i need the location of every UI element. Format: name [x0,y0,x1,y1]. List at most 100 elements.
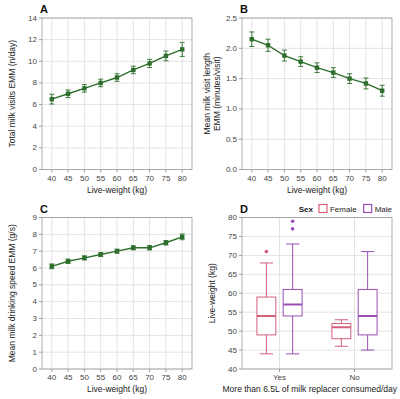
grid-line-y [242,255,392,256]
plot-frame [42,18,192,170]
grid-line-x [365,18,366,170]
tick-x [133,170,134,173]
tick-x [133,369,134,372]
tick-label-y: 0 [33,365,38,374]
whisker-cap-lower [361,350,374,351]
tick-label-y: 45 [228,346,237,355]
tick-y [39,318,42,319]
grid [242,18,392,170]
plot-frame [42,218,192,370]
tick-label-y: 14 [28,14,37,23]
legend: SexFemaleMale [299,205,393,214]
tick-label-y: 40 [228,365,237,374]
tick-label-y: 75 [228,232,237,241]
x-label: Live-weight (kg) [287,185,347,195]
median [257,315,276,317]
tick-y [239,18,242,19]
tick-x [349,170,350,173]
error-bar [282,50,287,61]
box [358,289,377,334]
error-bar [98,253,103,257]
tick-x [68,369,69,372]
tick-label-y: 6 [33,264,38,273]
tick-y [39,268,42,269]
tick-x [84,369,85,372]
tick-y [39,39,42,40]
tick-y [239,331,242,332]
tick-label-x: 70 [145,174,154,183]
tick-label-y: 9 [33,213,38,222]
plot-background [42,18,192,170]
marker [331,70,335,74]
marker [298,59,302,63]
grid-line-x [284,18,285,170]
panel: 0123456789404550556065707580CLive-weight… [7,203,192,395]
marker [164,54,168,58]
marker [380,89,384,93]
line [252,39,382,91]
tick-x [279,369,280,372]
tick-label-y: 70 [228,251,237,260]
tick-y [239,139,242,140]
x-label: Live-weight (kg) [87,185,147,195]
tick-label-x: Yes [273,373,286,382]
marker [315,65,319,69]
tick-label-y: 2 [33,331,38,340]
y-label: Live-weight (kg) [207,263,217,323]
error-bar [380,85,385,96]
grid-line-x [317,18,318,170]
tick-label-y: 65 [228,270,237,279]
tick-label-x: 40 [47,174,56,183]
tick-label-y: 0.5 [226,135,238,144]
tick-label-y: 2 [33,143,38,152]
tick-y [39,126,42,127]
error-bar [131,66,136,74]
tick-label-x: 50 [80,373,89,382]
marker [180,47,184,51]
grid-line-x [354,218,355,370]
tick-label-x: 80 [378,174,387,183]
plot-background [242,218,392,370]
error-bar [66,90,71,98]
tick-y [39,284,42,285]
tick-x [117,170,118,173]
tick-label-y: 5 [33,280,38,289]
error-bar [82,85,87,93]
median [283,304,302,306]
grid-line-x [117,218,118,370]
flier [291,219,295,223]
tick-y [239,350,242,351]
tick-label-y: 4 [33,122,38,131]
y-label: Mean milk visit lengthEMM (minutes/visit… [202,53,222,135]
grid-line-y [242,236,392,237]
tick-label-y: 55 [228,308,237,317]
whisker-upper [292,244,293,289]
tick-label-x: 75 [361,174,370,183]
marker [66,259,70,263]
tick-label-y: 1.5 [226,74,238,83]
x-label: Live-weight (kg) [87,384,147,394]
whisker-upper [367,252,368,290]
x-label: More than 6.5L of milk replacer consumed… [223,384,398,394]
tick-label-x: 45 [64,174,73,183]
tick-x [84,170,85,173]
marker [82,256,86,260]
panel-title: D [240,203,248,215]
grid-line-x [133,18,134,170]
grid [242,218,392,370]
tick-y [39,251,42,252]
tick-label-y: 8 [33,78,38,87]
panel-title: C [40,203,48,215]
tick-label-y: 1 [33,348,38,357]
plot-frame [242,18,392,170]
grid-line-y [242,350,392,351]
tick-y [39,82,42,83]
tick-label-x: 65 [129,174,138,183]
grid-line-x [100,18,101,170]
tick-x [182,369,183,372]
grid-line-x [84,218,85,370]
marker [266,43,270,47]
marker [98,252,102,256]
marker [147,246,151,250]
tick-y [39,147,42,148]
